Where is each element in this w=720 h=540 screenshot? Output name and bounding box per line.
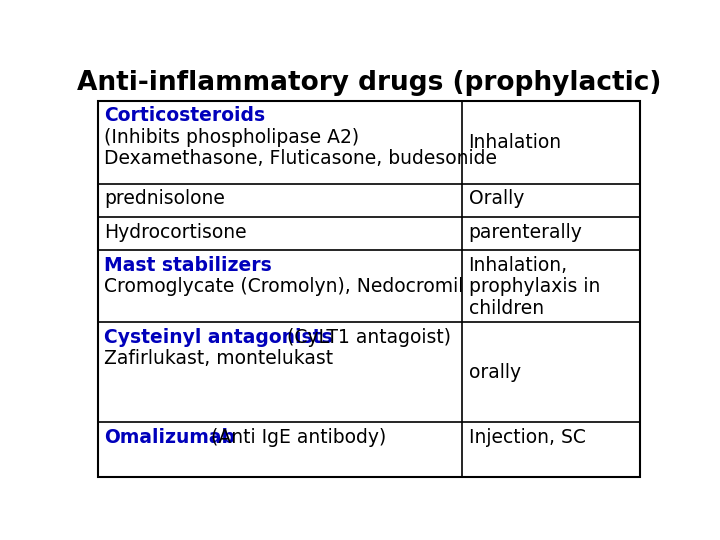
Text: Zafirlukast, montelukast: Zafirlukast, montelukast <box>104 349 333 368</box>
Text: Inhalation,: Inhalation, <box>469 256 567 275</box>
Text: orally: orally <box>469 363 521 382</box>
Text: Orally: Orally <box>469 190 524 208</box>
Text: Hydrocortisone: Hydrocortisone <box>104 222 246 241</box>
Text: prophylaxis in: prophylaxis in <box>469 277 600 296</box>
Text: Anti-inflammatory drugs (prophylactic): Anti-inflammatory drugs (prophylactic) <box>77 70 661 96</box>
Text: Cromoglycate (Cromolyn), Nedocromil: Cromoglycate (Cromolyn), Nedocromil <box>104 277 464 296</box>
Text: Injection, SC: Injection, SC <box>469 428 585 447</box>
Text: (Anti IgE antibody): (Anti IgE antibody) <box>205 428 387 447</box>
Text: (Inhibits phospholipase A2): (Inhibits phospholipase A2) <box>104 128 359 147</box>
Text: Cysteinyl antagonists: Cysteinyl antagonists <box>104 328 333 347</box>
Text: children: children <box>469 299 544 318</box>
Text: (CyLT1 antagoist): (CyLT1 antagoist) <box>281 328 451 347</box>
Text: Dexamethasone, Fluticasone, budesonide: Dexamethasone, Fluticasone, budesonide <box>104 150 497 168</box>
Text: Omalizumab: Omalizumab <box>104 428 235 447</box>
Text: parenterally: parenterally <box>469 222 582 241</box>
Text: Corticosteroids: Corticosteroids <box>104 106 265 125</box>
Text: prednisolone: prednisolone <box>104 190 225 208</box>
Text: Mast stabilizers: Mast stabilizers <box>104 256 271 275</box>
Text: Inhalation: Inhalation <box>469 133 562 152</box>
